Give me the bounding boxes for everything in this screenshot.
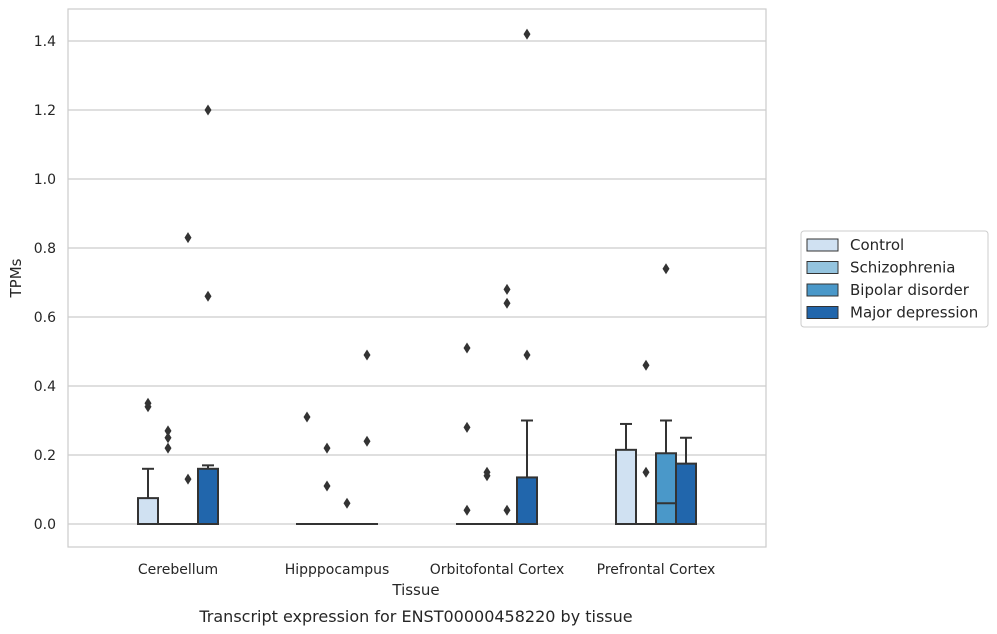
outlier-point: [144, 397, 152, 409]
box-group: [496, 283, 518, 526]
box-group: [296, 411, 318, 526]
legend-swatch: [806, 261, 839, 274]
outlier-point: [503, 297, 511, 309]
box-group: [456, 342, 478, 526]
outlier-point: [164, 425, 172, 437]
y-tick-label: 1.0: [34, 172, 56, 188]
y-tick-label: 1.4: [34, 34, 56, 50]
outlier-point: [164, 442, 172, 454]
legend-label: Bipolar disorder: [850, 281, 970, 299]
outlier-point: [463, 504, 471, 516]
outlier-point: [164, 432, 172, 444]
legend-swatch: [806, 283, 839, 297]
x-axis-label: Tissue: [391, 581, 439, 599]
y-tick-label: 0.2: [34, 448, 56, 464]
x-tick-label: Orbitofontal Cortex: [430, 562, 565, 578]
box-group: [476, 466, 498, 526]
outlier-point: [662, 263, 670, 275]
y-tick-label: 0.4: [34, 379, 56, 395]
outlier-point: [503, 283, 511, 295]
outlier-point: [303, 411, 311, 423]
legend-label: Control: [850, 236, 904, 254]
x-tick-label: Prefrontal Cortex: [597, 562, 716, 578]
x-tick-labels: Cerebellum Hipppocampus Orbitofontal Corte…: [138, 562, 715, 578]
outlier-point: [503, 504, 511, 516]
box-group: [516, 28, 538, 525]
x-tick-label: Hipppocampus: [285, 562, 390, 578]
box: [197, 467, 219, 525]
outlier-point: [363, 435, 371, 447]
outlier-point: [323, 480, 331, 492]
y-tick-labels: 0.0 0.2 0.4 0.6 0.8 1.0 1.2 1.4: [34, 34, 56, 533]
legend-frame: [800, 230, 989, 328]
box-group: [197, 104, 219, 525]
outlier-point: [184, 473, 192, 485]
box-group: [157, 425, 179, 526]
box: [615, 448, 637, 526]
figure-caption: Transcript expression for ENST0000045822…: [198, 607, 632, 626]
legend-label: Major depression: [850, 304, 978, 322]
outlier-point: [523, 28, 531, 40]
box-group: [316, 442, 338, 526]
outlier-point: [343, 497, 351, 509]
legend-items: Control Schizophrenia Bipolar disorder Majo…: [806, 236, 978, 322]
outlier-point: [463, 421, 471, 433]
legend-swatch: [806, 306, 839, 319]
legend-label: Schizophrenia: [850, 259, 955, 277]
outlier-point: [184, 232, 192, 244]
outlier-point: [204, 290, 212, 302]
box-group: [356, 349, 378, 526]
box-group: [655, 263, 677, 525]
x-tick-label: Cerebellum: [138, 562, 218, 578]
y-tick-label: 0.8: [34, 241, 56, 257]
grid-layer: [68, 40, 766, 525]
box: [655, 452, 677, 525]
box-layer: [137, 28, 697, 526]
plot-frame: [67, 8, 767, 548]
box-group: [635, 359, 657, 526]
outlier-point: [523, 349, 531, 361]
box-group: [137, 397, 159, 525]
outlier-point: [642, 466, 650, 478]
outlier-point: [323, 442, 331, 454]
box-group: [615, 422, 637, 526]
outlier-point: [483, 466, 491, 478]
box: [137, 497, 159, 525]
legend-swatch: [806, 238, 839, 252]
outlier-point: [363, 349, 371, 361]
legend: Control Schizophrenia Bipolar disorder Majo…: [800, 230, 989, 328]
outlier-point: [463, 342, 471, 354]
y-tick-label: 0.6: [34, 310, 56, 326]
box: [516, 476, 538, 525]
box-group: [336, 497, 358, 526]
y-tick-label: 1.2: [34, 103, 56, 119]
outlier-point: [642, 359, 650, 371]
box: [675, 462, 697, 525]
box-group: [675, 436, 697, 525]
outlier-point: [204, 104, 212, 116]
y-axis-label: TPMs: [7, 258, 25, 298]
y-tick-label: 0.0: [34, 517, 56, 533]
box-group: [177, 232, 199, 526]
